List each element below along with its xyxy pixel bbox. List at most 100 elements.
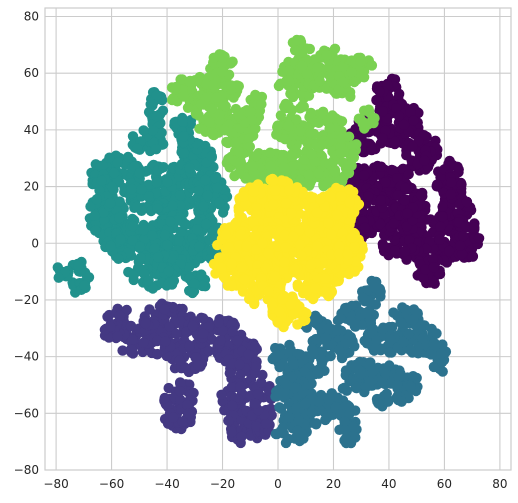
point — [437, 366, 448, 377]
point — [183, 408, 194, 419]
point — [288, 309, 299, 320]
point — [125, 320, 137, 332]
point — [249, 341, 261, 352]
point — [445, 189, 457, 200]
point — [393, 110, 405, 122]
point — [415, 189, 427, 201]
point — [283, 120, 294, 132]
point — [220, 101, 231, 112]
point — [380, 177, 391, 188]
point — [105, 321, 116, 332]
point — [394, 88, 405, 100]
point — [211, 92, 222, 103]
point — [358, 72, 370, 83]
point — [152, 252, 164, 263]
point — [132, 143, 143, 154]
point — [134, 167, 145, 179]
point — [193, 360, 204, 371]
point — [147, 125, 159, 136]
point — [167, 93, 179, 104]
point — [174, 355, 185, 366]
point — [283, 412, 295, 423]
point — [248, 186, 259, 197]
point — [257, 369, 268, 381]
point — [319, 201, 330, 212]
point — [357, 292, 368, 304]
point — [331, 324, 342, 336]
point — [198, 201, 209, 212]
point — [336, 116, 348, 127]
point — [221, 136, 232, 148]
point — [272, 390, 283, 402]
y-tick-label: −40 — [14, 350, 39, 364]
point — [207, 79, 219, 91]
point — [377, 241, 389, 252]
point — [296, 428, 307, 439]
point — [307, 293, 319, 305]
point — [437, 356, 448, 368]
point — [272, 317, 283, 328]
point — [360, 307, 371, 319]
point — [114, 310, 125, 321]
point — [193, 241, 205, 252]
point — [162, 176, 173, 188]
point — [350, 432, 361, 443]
point — [268, 199, 279, 210]
point — [187, 320, 199, 332]
point — [134, 241, 146, 252]
point — [138, 337, 149, 348]
point — [334, 344, 345, 356]
point — [227, 400, 238, 411]
point — [437, 201, 448, 212]
point — [220, 229, 231, 240]
point — [105, 197, 116, 209]
point — [460, 221, 472, 232]
point — [346, 232, 358, 243]
y-tick-label: 80 — [24, 10, 39, 24]
point — [274, 306, 285, 317]
point — [236, 431, 247, 442]
point — [213, 317, 224, 328]
point — [277, 293, 288, 305]
point — [239, 274, 250, 285]
point — [337, 157, 349, 168]
point — [196, 99, 207, 110]
point — [265, 161, 276, 172]
point — [340, 433, 351, 444]
point — [350, 381, 361, 392]
point — [267, 353, 278, 365]
point — [395, 317, 406, 328]
point — [427, 253, 439, 265]
point — [241, 240, 252, 252]
point — [407, 141, 418, 152]
point — [320, 273, 331, 284]
point — [165, 216, 176, 227]
point — [280, 198, 292, 209]
point — [244, 293, 255, 305]
point — [151, 110, 162, 122]
points-layer — [52, 34, 485, 449]
point — [404, 235, 415, 246]
point — [175, 200, 186, 211]
point — [403, 169, 414, 180]
point — [381, 388, 392, 399]
point — [333, 248, 345, 260]
point — [310, 333, 321, 345]
point — [140, 318, 151, 329]
point — [297, 60, 308, 71]
point — [339, 416, 350, 427]
point — [226, 382, 237, 393]
point — [151, 177, 162, 188]
point — [309, 315, 321, 326]
point — [314, 76, 325, 87]
point — [274, 361, 285, 373]
point — [216, 262, 227, 274]
point — [127, 334, 138, 345]
point — [197, 313, 209, 324]
point — [305, 371, 316, 382]
point — [283, 346, 295, 358]
point — [251, 244, 262, 255]
point — [226, 258, 237, 269]
point — [461, 196, 473, 208]
